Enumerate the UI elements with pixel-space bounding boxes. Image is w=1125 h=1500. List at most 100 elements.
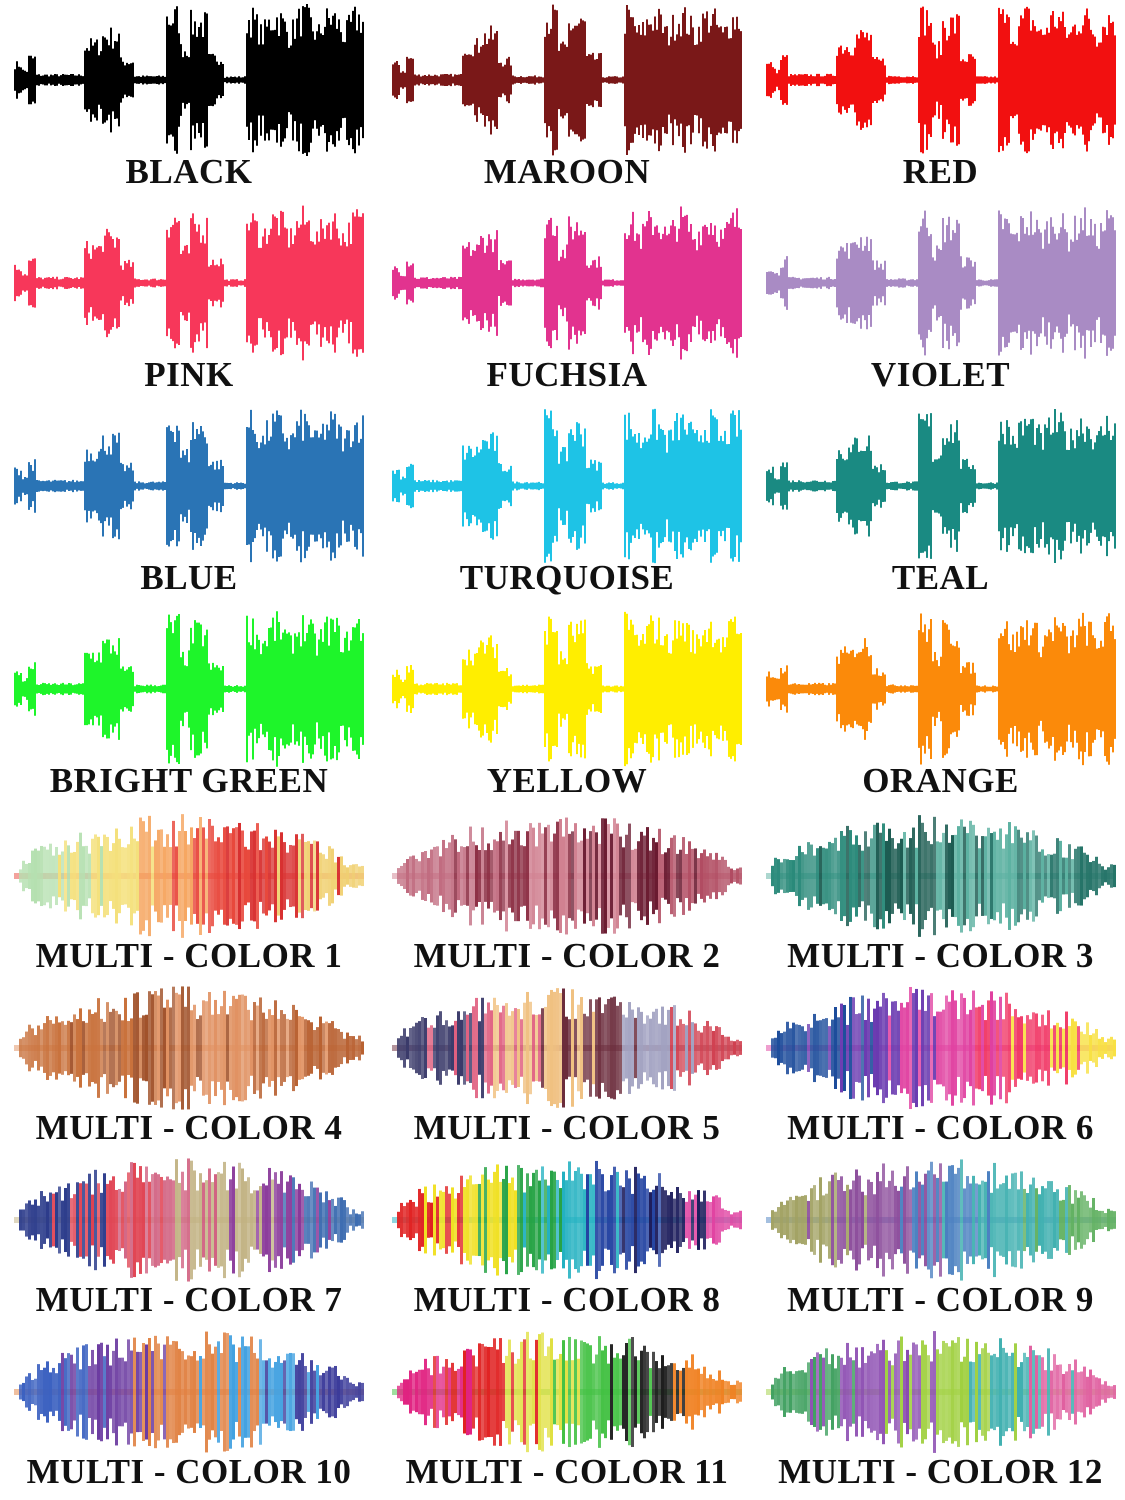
wave-bar xyxy=(208,1344,211,1440)
swatch-option: MULTI - COLOR 6 xyxy=(756,984,1125,1156)
wave-bar xyxy=(544,1356,547,1428)
wave-bar xyxy=(346,1377,349,1407)
wave-bar xyxy=(526,1331,529,1453)
wave-bar xyxy=(872,824,876,928)
wave-bar xyxy=(319,1375,322,1409)
wave-bar xyxy=(884,1350,888,1434)
wave-bar xyxy=(980,1180,984,1260)
wave-bar xyxy=(920,989,924,1107)
wave-bar xyxy=(439,1373,442,1411)
wave-bar xyxy=(478,1183,481,1257)
wave-bar xyxy=(310,1360,313,1424)
wave-bar xyxy=(508,1183,511,1257)
wave-bar xyxy=(800,1370,804,1414)
wave-bar xyxy=(938,842,942,910)
wave-bar xyxy=(505,1165,508,1275)
wave-bar xyxy=(974,1007,978,1089)
wave-bar xyxy=(52,1193,55,1247)
wave-bar xyxy=(1064,1011,1068,1085)
wave-bar xyxy=(971,1175,975,1265)
wave-bar xyxy=(472,1355,475,1429)
wave-bar xyxy=(514,1008,517,1088)
wave-bar xyxy=(673,1198,676,1242)
wave-bar xyxy=(73,1194,76,1246)
sound-wave-graphic xyxy=(765,6,1116,154)
wave-bar xyxy=(100,1018,103,1078)
wave-bar xyxy=(127,844,130,908)
wave-bar xyxy=(839,831,843,921)
wave-bar xyxy=(241,830,244,922)
wave-bar xyxy=(1004,1175,1008,1265)
wave-bar xyxy=(55,1016,58,1080)
wave-bar xyxy=(613,818,616,934)
wave-bar xyxy=(415,1022,418,1074)
wave-bar xyxy=(265,836,268,916)
sound-wave-graphic xyxy=(14,205,364,361)
wave-bar xyxy=(565,1016,568,1080)
wave-bar xyxy=(1019,837,1023,915)
wave-bar xyxy=(553,1359,556,1425)
wave-bar xyxy=(334,1365,337,1419)
wave-bar xyxy=(676,853,679,899)
wave-bar xyxy=(902,1361,906,1423)
wave-bar xyxy=(244,995,247,1101)
wave-bar xyxy=(730,1040,733,1056)
wave-bar xyxy=(700,1032,703,1064)
wave-bar xyxy=(721,1034,724,1062)
wave-bar xyxy=(349,865,352,887)
wave-bar xyxy=(49,1192,52,1248)
wave-bar xyxy=(469,1349,472,1435)
wave-bar xyxy=(97,998,100,1098)
wave-bar xyxy=(493,839,496,913)
wave-bar xyxy=(1100,1037,1104,1059)
wave-bar xyxy=(190,1356,193,1428)
wave-bar xyxy=(640,1350,643,1434)
wave-bar xyxy=(586,1016,589,1080)
wave-bar xyxy=(968,1183,972,1257)
wave-bar xyxy=(571,1180,574,1260)
wave-bar xyxy=(535,1014,538,1082)
wave-bar xyxy=(1100,1384,1104,1400)
swatch-label: BRIGHT GREEN xyxy=(49,761,329,800)
wave-bar xyxy=(172,1340,175,1444)
swatch-option: MULTI - COLOR 2 xyxy=(378,812,756,984)
wave-bar xyxy=(923,831,927,921)
wave-bar xyxy=(88,1173,91,1267)
wave-bar xyxy=(890,838,894,914)
wave-bar xyxy=(307,1020,310,1076)
wave-bar xyxy=(616,1005,619,1091)
wave-bar xyxy=(541,833,544,919)
wave-bar xyxy=(1031,830,1035,922)
wave-bar xyxy=(121,1191,124,1249)
wave-bar xyxy=(448,1026,451,1070)
wave-bar xyxy=(727,1381,730,1403)
wave-bar xyxy=(941,1009,945,1087)
wave-bar xyxy=(959,993,963,1103)
wave-bar xyxy=(712,859,715,893)
wave-bar xyxy=(430,1375,433,1409)
wave-bar xyxy=(562,988,565,1108)
wave-bar xyxy=(271,847,274,905)
wave-bar xyxy=(223,1161,226,1279)
wave-bar xyxy=(1034,1013,1038,1083)
wave-bar xyxy=(538,822,541,930)
wave-bar xyxy=(463,1011,466,1085)
wave-bar xyxy=(247,1346,250,1438)
wave-bar xyxy=(94,1169,97,1271)
wave-bar xyxy=(1067,1026,1071,1070)
sound-wave-graphic xyxy=(14,986,364,1110)
wave-bar xyxy=(613,1357,616,1427)
wave-bar xyxy=(226,1190,229,1250)
wave-bar xyxy=(634,1166,637,1274)
wave-bar xyxy=(718,1027,721,1069)
wave-bar xyxy=(154,1172,157,1268)
wave-bar xyxy=(646,1188,649,1252)
wave-bar xyxy=(577,1167,580,1273)
wave-bar xyxy=(148,1338,151,1446)
wave-bar xyxy=(352,1036,355,1060)
wave-bar xyxy=(1079,1031,1083,1065)
wave-shape xyxy=(765,612,1116,766)
wave-bar xyxy=(640,831,643,921)
wave-bar xyxy=(944,1343,948,1441)
wave-bar xyxy=(82,846,85,906)
